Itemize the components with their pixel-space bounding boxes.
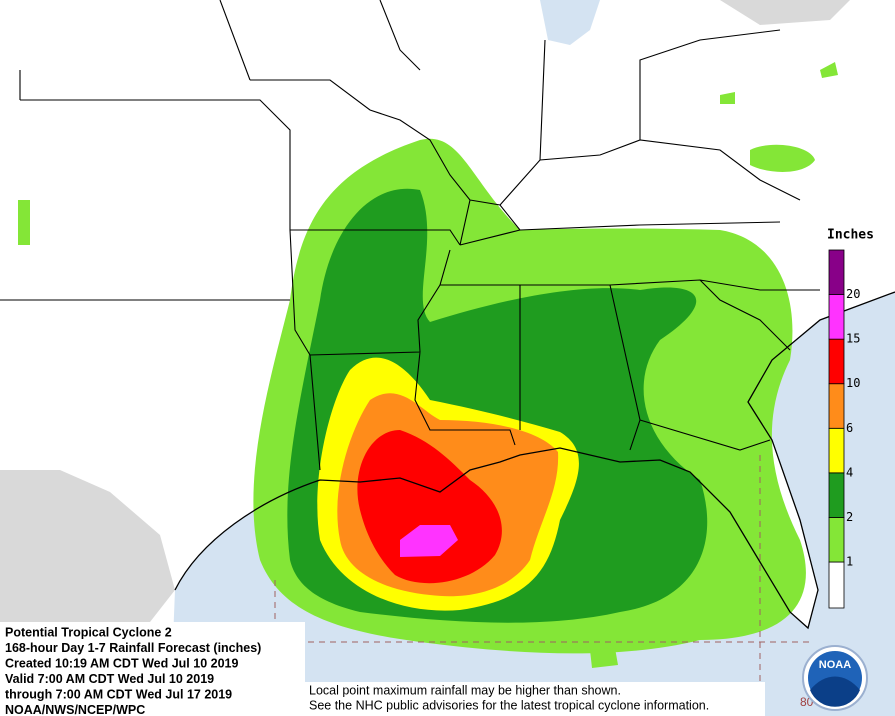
disclaimer-line: Local point maximum rainfall may be high… — [309, 683, 621, 697]
legend-label: 6 — [846, 421, 853, 435]
legend-swatch — [828, 338, 845, 385]
info-line: Valid 7:00 AM CDT Wed Jul 10 2019 — [5, 672, 214, 686]
legend-label: 4 — [846, 465, 853, 479]
info-text: Potential Tropical Cyclone 2 168-hour Day… — [5, 625, 261, 716]
canada — [720, 0, 850, 25]
legend-label: 1 — [846, 555, 853, 569]
rainfall-contours — [18, 62, 838, 668]
legend: Inches 1 2 4 6 10 15 20 — [827, 228, 874, 609]
legend-label: 15 — [846, 332, 860, 346]
legend-swatch — [828, 561, 845, 609]
logo-wave — [810, 676, 860, 707]
contour-10 — [357, 430, 502, 584]
info-line: Created 10:19 AM CDT Wed Jul 10 2019 — [5, 656, 238, 670]
info-line: 168-hour Day 1-7 Rainfall Forecast (inch… — [5, 641, 261, 655]
legend-label: 2 — [846, 510, 853, 524]
legend-swatch — [828, 383, 845, 429]
legend-swatch — [828, 294, 845, 340]
legend-label: 20 — [846, 287, 860, 301]
legend-swatch — [828, 427, 845, 474]
logo-text: NOAA — [819, 659, 851, 671]
legend-swatch — [828, 517, 845, 563]
disclaimer-line: See the NHC public advisories for the la… — [309, 698, 709, 712]
legend-label: 10 — [846, 376, 860, 390]
lake-michigan — [540, 0, 600, 45]
noaa-logo: NOAA — [802, 645, 868, 711]
disclaimer-text: Local point maximum rainfall may be high… — [309, 683, 709, 712]
borders — [0, 0, 895, 630]
legend-title: Inches — [827, 228, 874, 243]
info-line: NOAA/NWS/NCEP/WPC — [5, 703, 145, 716]
legend-swatch — [828, 249, 845, 295]
info-line: Potential Tropical Cyclone 2 — [5, 625, 172, 639]
info-line: through 7:00 AM CDT Wed Jul 17 2019 — [5, 687, 232, 701]
legend-swatch — [828, 472, 845, 518]
info-box — [0, 622, 305, 716]
disclaimer-box — [305, 682, 765, 716]
mexico — [0, 470, 175, 622]
contour-15 — [400, 525, 458, 557]
